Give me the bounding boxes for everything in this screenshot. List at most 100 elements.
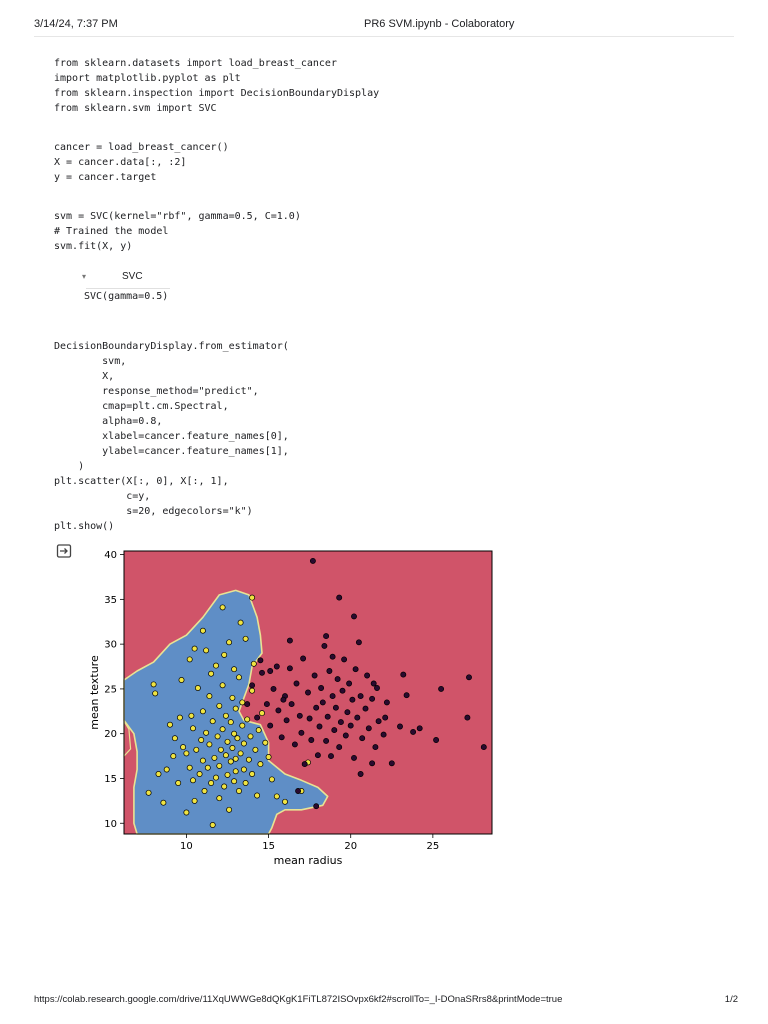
- data-point-malignant: [324, 713, 331, 720]
- data-point-benign: [219, 726, 226, 733]
- data-point-malignant: [369, 760, 376, 767]
- print-header: 3/14/24, 7:37 PM PR6 SVM.ipynb - Colabor…: [34, 14, 734, 34]
- data-point-malignant: [349, 696, 356, 703]
- data-point-benign: [145, 789, 152, 796]
- x-tick-label: 20: [344, 841, 357, 852]
- data-point-malignant: [313, 803, 320, 810]
- data-point-malignant: [306, 715, 313, 722]
- data-point-benign: [190, 777, 196, 784]
- data-point-benign: [237, 619, 244, 626]
- data-point-malignant: [323, 633, 330, 640]
- data-point-benign: [194, 685, 201, 691]
- data-point-benign: [213, 774, 219, 781]
- benign-region: [123, 589, 329, 835]
- data-point-malignant: [257, 657, 264, 664]
- data-point-malignant: [296, 712, 303, 719]
- x-axis-label: mean radius: [274, 854, 343, 867]
- data-point-benign: [226, 639, 233, 646]
- triangle-down-icon[interactable]: ▾: [82, 272, 87, 281]
- data-point-malignant: [316, 723, 323, 730]
- data-point-benign: [190, 725, 196, 732]
- output-redirect-icon[interactable]: [56, 543, 72, 559]
- data-point-malignant: [351, 613, 357, 620]
- data-point-benign: [203, 647, 210, 654]
- data-point-benign: [231, 666, 238, 673]
- estimator-repr: SVC(gamma=0.5): [84, 291, 169, 302]
- data-point-malignant: [326, 668, 333, 674]
- data-point-benign: [273, 793, 280, 800]
- data-point-malignant: [273, 663, 280, 670]
- header-divider: [34, 36, 734, 37]
- data-point-benign: [216, 762, 223, 769]
- data-point-malignant: [410, 728, 417, 735]
- code-line: ): [54, 461, 85, 472]
- data-point-malignant: [351, 754, 357, 761]
- plot-frame: [123, 550, 493, 835]
- data-point-malignant: [464, 714, 471, 721]
- data-point-benign: [180, 744, 187, 751]
- data-point-benign: [208, 670, 215, 677]
- data-point-benign: [196, 771, 203, 777]
- data-point-benign: [224, 738, 231, 745]
- data-point-benign: [252, 746, 259, 753]
- data-point-benign: [209, 822, 216, 828]
- y-tick-label: 40: [104, 550, 117, 561]
- data-point-malignant: [337, 719, 344, 726]
- data-point-malignant: [372, 744, 379, 751]
- data-point-malignant: [249, 682, 256, 689]
- data-point-malignant: [288, 701, 295, 708]
- data-point-malignant: [344, 709, 351, 716]
- code-line: response_method="predict",: [54, 386, 259, 397]
- data-point-malignant: [301, 761, 308, 768]
- data-point-malignant: [388, 760, 395, 767]
- code-line: from sklearn.datasets import load_breast…: [54, 58, 337, 69]
- code-line: plt.scatter(X[:, 0], X[:, 1],: [54, 476, 229, 487]
- data-point-malignant: [311, 672, 318, 679]
- data-point-benign: [152, 690, 159, 697]
- data-point-malignant: [354, 714, 361, 721]
- data-point-benign: [244, 716, 251, 723]
- data-point-malignant: [329, 653, 336, 660]
- code-line: # Trained the model: [54, 226, 169, 237]
- data-point-benign: [240, 740, 247, 747]
- y-tick-label: 20: [104, 729, 117, 740]
- data-point-malignant: [480, 744, 487, 751]
- data-point-malignant: [380, 731, 387, 738]
- data-point-benign: [227, 719, 234, 726]
- y-axis-label: mean texture: [88, 655, 101, 730]
- data-point-malignant: [383, 699, 390, 706]
- data-point-benign: [188, 712, 195, 719]
- data-point-malignant: [263, 701, 270, 708]
- data-point-benign: [178, 677, 185, 683]
- data-point-malignant: [308, 737, 315, 743]
- code-cell-imports[interactable]: from sklearn.datasets import load_breast…: [54, 56, 379, 116]
- data-point-benign: [237, 750, 244, 757]
- data-point-benign: [198, 737, 205, 743]
- data-point-malignant: [416, 725, 423, 732]
- code-cell-train[interactable]: svm = SVC(kernel="rbf", gamma=0.5, C=1.0…: [54, 209, 301, 254]
- data-point-malignant: [362, 705, 369, 712]
- code-cell-plot[interactable]: DecisionBoundaryDisplay.from_estimator( …: [54, 339, 289, 534]
- code-line: svm,: [54, 356, 127, 367]
- data-point-benign: [254, 792, 261, 799]
- data-point-malignant: [323, 737, 330, 744]
- data-point-benign: [224, 771, 231, 778]
- data-point-benign: [211, 754, 218, 761]
- data-point-malignant: [375, 718, 382, 725]
- data-point-benign: [216, 795, 223, 802]
- data-point-malignant: [342, 732, 349, 739]
- data-point-malignant: [332, 704, 339, 711]
- data-point-benign: [255, 727, 262, 734]
- data-point-benign: [240, 766, 247, 773]
- data-point-benign: [191, 645, 198, 652]
- data-point-benign: [183, 750, 190, 757]
- code-cell-data-load[interactable]: cancer = load_breast_cancer() X = cancer.…: [54, 140, 229, 185]
- data-point-benign: [222, 752, 229, 759]
- data-point-benign: [268, 776, 275, 783]
- data-point-benign: [193, 746, 200, 753]
- data-point-malignant: [278, 734, 285, 741]
- data-point-benign: [199, 708, 206, 715]
- estimator-name[interactable]: SVC: [122, 271, 143, 282]
- data-point-malignant: [275, 707, 282, 714]
- data-point-benign: [204, 764, 211, 771]
